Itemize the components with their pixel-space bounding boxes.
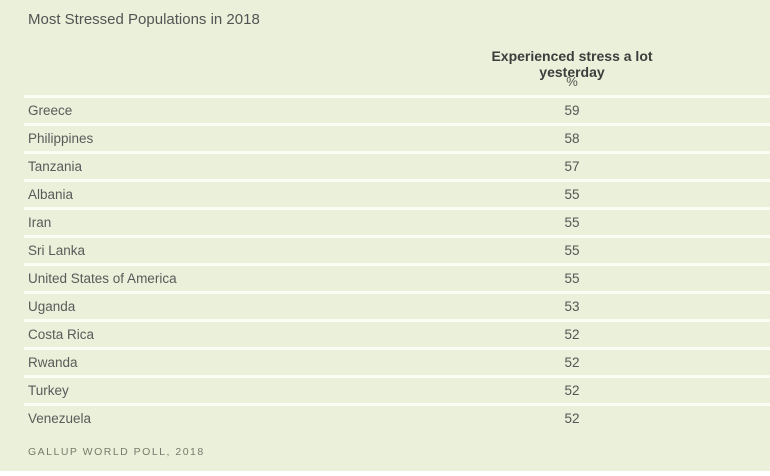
country-label: Philippines: [28, 131, 94, 146]
table-row: Costa Rica 52: [24, 319, 770, 347]
table-row: Turkey 52: [24, 375, 770, 403]
value-label: 57: [564, 159, 580, 174]
table-row: Tanzania 57: [24, 151, 770, 179]
value-label: 55: [564, 215, 580, 230]
country-label: Albania: [28, 187, 74, 202]
value-label: 59: [564, 103, 580, 118]
table-row: Rwanda 52: [24, 347, 770, 375]
country-label: Iran: [28, 215, 52, 230]
value-label: 52: [564, 411, 580, 426]
value-label: 55: [564, 243, 580, 258]
table-row: United States of America 55: [24, 263, 770, 291]
table-row: Venezuela 52: [24, 403, 770, 431]
unit-header: %: [566, 74, 578, 89]
country-label: United States of America: [28, 271, 177, 286]
value-label: 52: [564, 327, 580, 342]
country-label: Sri Lanka: [28, 243, 86, 258]
value-label: 55: [564, 187, 580, 202]
bottom-edge: [0, 471, 770, 476]
country-label: Rwanda: [28, 355, 78, 370]
country-label: Uganda: [28, 299, 76, 314]
value-label: 52: [564, 383, 580, 398]
table-row: Greece 59: [24, 95, 770, 123]
table-row: Albania 55: [24, 179, 770, 207]
country-label: Greece: [28, 103, 73, 118]
table-row: Philippines 58: [24, 123, 770, 151]
country-label: Costa Rica: [28, 327, 95, 342]
country-label: Turkey: [28, 383, 69, 398]
table-body: Greece 59 Philippines 58 Tanzania 57 Albania 55…: [24, 95, 770, 431]
country-label: Venezuela: [28, 411, 92, 426]
page-title: Most Stressed Populations in 2018: [28, 11, 260, 28]
table-row: Uganda 53: [24, 291, 770, 319]
source-note: GALLUP WORLD POLL, 2018: [28, 446, 205, 458]
country-label: Tanzania: [28, 159, 83, 174]
column-header: Experienced stress a lot yesterday: [491, 48, 653, 80]
value-label: 55: [564, 271, 580, 286]
table-row: Sri Lanka 55: [24, 235, 770, 263]
table-row: Iran 55: [24, 207, 770, 235]
value-label: 58: [564, 131, 580, 146]
value-label: 52: [564, 355, 580, 370]
value-label: 53: [564, 299, 580, 314]
